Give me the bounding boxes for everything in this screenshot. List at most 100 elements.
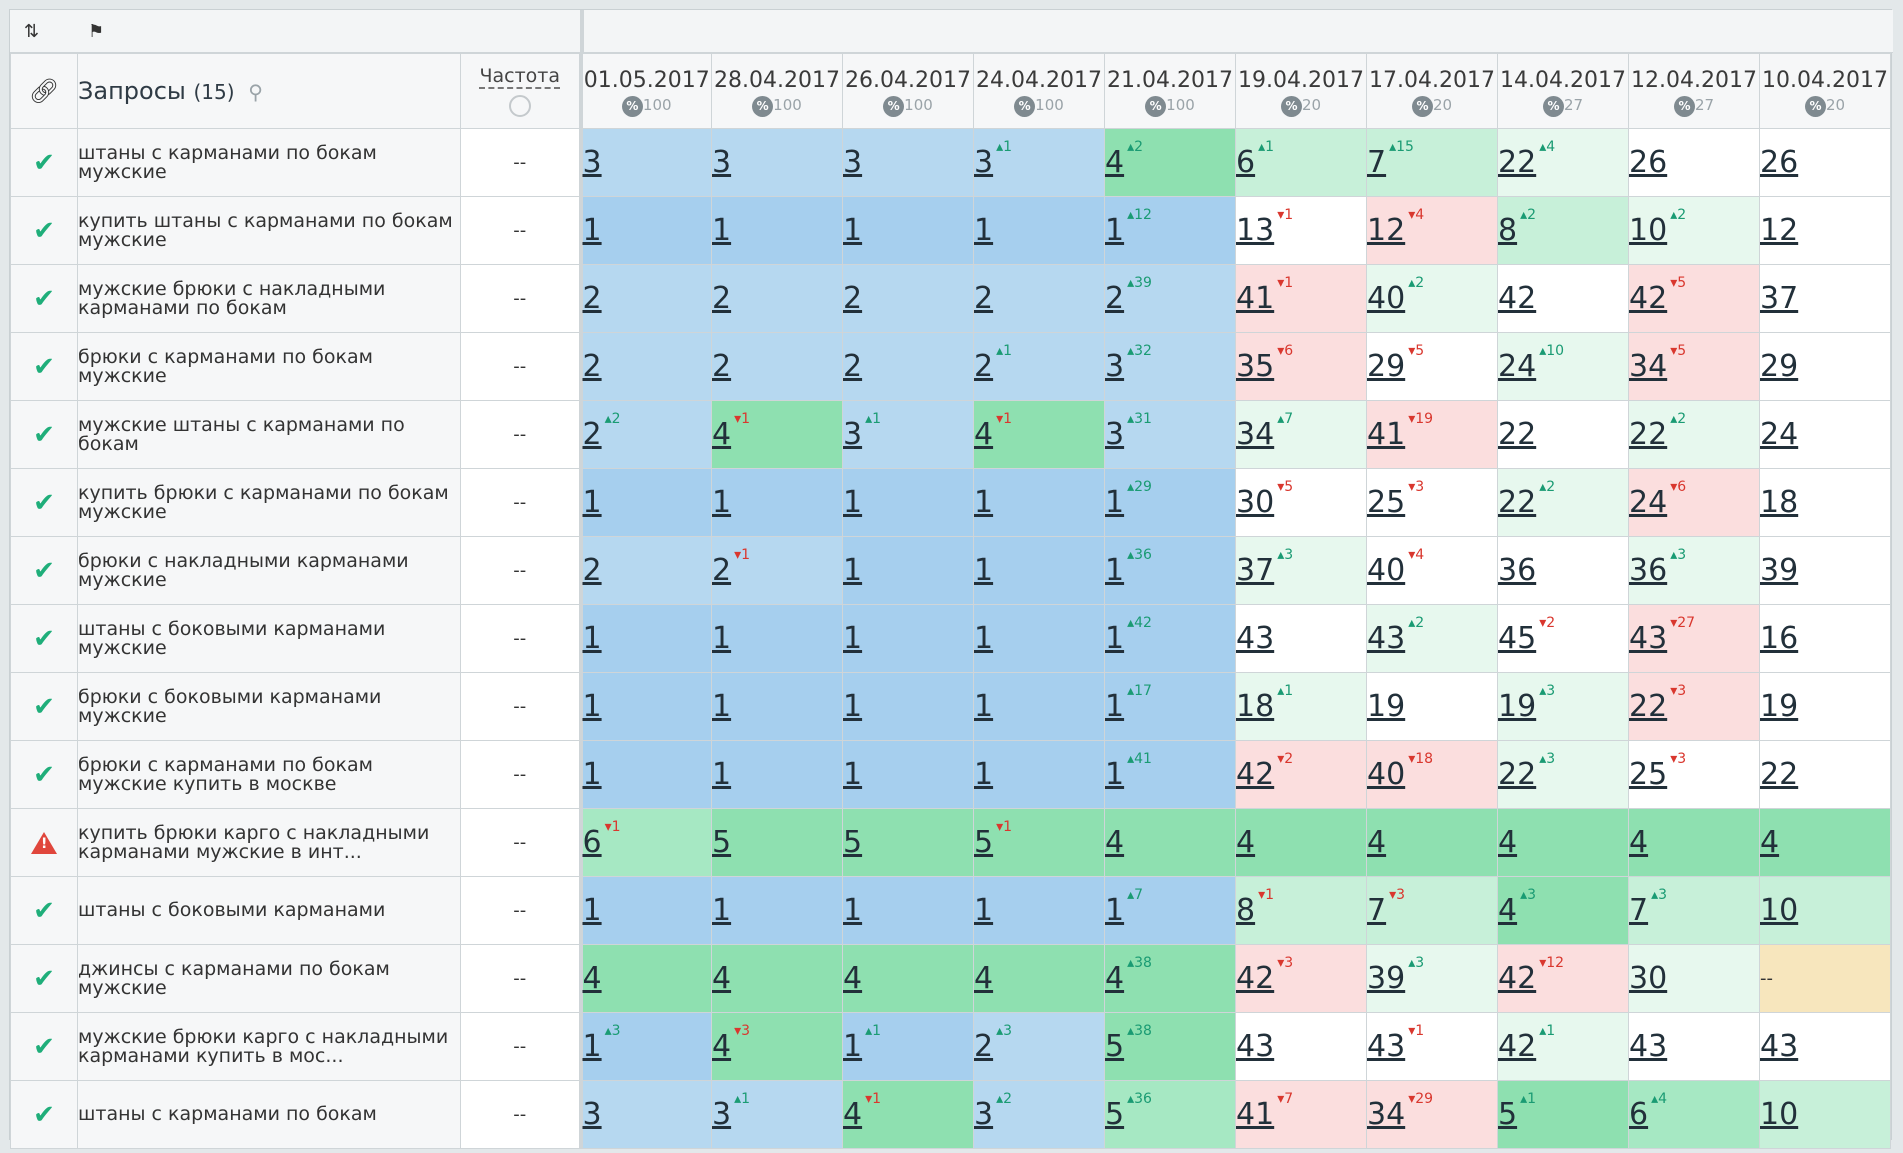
position-value[interactable]: 3	[712, 145, 732, 180]
position-value[interactable]: 10	[1629, 213, 1668, 248]
position-value[interactable]: 1	[712, 213, 732, 248]
position-value[interactable]: 1	[1105, 553, 1125, 588]
position-value[interactable]: 30	[1629, 961, 1668, 996]
position-value[interactable]: 4	[1760, 825, 1780, 860]
position-value[interactable]: 5	[712, 825, 732, 860]
position-value[interactable]: 1	[843, 689, 863, 724]
position-value[interactable]: 1	[843, 893, 863, 928]
position-value[interactable]: 18	[1760, 485, 1799, 520]
position-value[interactable]: 4	[843, 961, 863, 996]
position-value[interactable]: 4	[843, 1097, 863, 1132]
globe-icon[interactable]	[508, 95, 531, 117]
position-value[interactable]: 2	[582, 349, 602, 384]
position-value[interactable]: 4	[582, 961, 602, 996]
position-value[interactable]: 42	[1498, 961, 1537, 996]
date-column-header[interactable]: 24.04.2017% 100	[973, 53, 1105, 129]
date-column-header[interactable]: 19.04.2017% 20	[1235, 53, 1367, 129]
position-value[interactable]: 22	[1629, 417, 1668, 452]
position-value[interactable]: 2	[974, 1029, 994, 1064]
position-value[interactable]: 1	[582, 213, 602, 248]
position-value[interactable]: 22	[1498, 417, 1537, 452]
position-value[interactable]: 8	[1498, 213, 1518, 248]
position-value[interactable]: 24	[1760, 417, 1799, 452]
position-value[interactable]: 12	[1367, 213, 1406, 248]
position-value[interactable]: 10	[1760, 893, 1799, 928]
position-value[interactable]: 4	[712, 961, 732, 996]
position-value[interactable]: 2	[582, 417, 602, 452]
position-value[interactable]: 1	[1105, 893, 1125, 928]
search-icon[interactable]: ⚲	[248, 80, 263, 104]
position-value[interactable]: 5	[1105, 1029, 1125, 1064]
position-value[interactable]: 1	[582, 621, 602, 656]
date-column-header[interactable]: 17.04.2017% 20	[1366, 53, 1498, 129]
position-value[interactable]: 42	[1498, 1029, 1537, 1064]
position-value[interactable]: 2	[712, 553, 732, 588]
date-column-header[interactable]: 12.04.2017% 27	[1628, 53, 1760, 129]
queries-column-header[interactable]: Запросы (15) ⚲	[77, 53, 461, 129]
position-value[interactable]: 4	[1498, 893, 1518, 928]
position-value[interactable]: 1	[974, 553, 994, 588]
position-value[interactable]: 2	[712, 281, 732, 316]
position-value[interactable]: 2	[582, 553, 602, 588]
position-value[interactable]: 24	[1498, 349, 1537, 384]
frequency-label[interactable]: Частота	[479, 65, 561, 89]
position-value[interactable]: 1	[843, 1029, 863, 1064]
date-column-header[interactable]: 26.04.2017% 100	[842, 53, 974, 129]
position-value[interactable]: 41	[1236, 1097, 1275, 1132]
position-value[interactable]: 4	[1236, 825, 1256, 860]
position-value[interactable]: 1	[974, 893, 994, 928]
position-value[interactable]: 42	[1236, 961, 1275, 996]
position-value[interactable]: 1	[974, 621, 994, 656]
position-value[interactable]: 4	[1629, 825, 1649, 860]
date-column-header[interactable]: 01.05.2017% 100	[578, 53, 712, 129]
position-value[interactable]: 45	[1498, 621, 1537, 656]
position-value[interactable]: 4	[1105, 961, 1125, 996]
position-value[interactable]: 3	[582, 1097, 602, 1132]
position-value[interactable]: 19	[1760, 689, 1799, 724]
position-value[interactable]: 35	[1236, 349, 1275, 384]
position-value[interactable]: 5	[843, 825, 863, 860]
position-value[interactable]: 3	[974, 145, 994, 180]
position-value[interactable]: 41	[1236, 281, 1275, 316]
position-value[interactable]: 22	[1760, 757, 1799, 792]
position-value[interactable]: 1	[712, 893, 732, 928]
position-value[interactable]: 34	[1367, 1097, 1406, 1132]
position-value[interactable]: 4	[712, 1029, 732, 1064]
position-value[interactable]: 7	[1629, 893, 1649, 928]
position-value[interactable]: 2	[843, 281, 863, 316]
position-value[interactable]: 5	[1105, 1097, 1125, 1132]
position-value[interactable]: 36	[1629, 553, 1668, 588]
position-value[interactable]: 4	[1498, 825, 1518, 860]
position-value[interactable]: 2	[712, 349, 732, 384]
position-value[interactable]: 42	[1236, 757, 1275, 792]
position-value[interactable]: 1	[843, 757, 863, 792]
position-value[interactable]: 10	[1760, 1097, 1799, 1132]
position-value[interactable]: 43	[1367, 1029, 1406, 1064]
position-value[interactable]: 1	[582, 757, 602, 792]
position-value[interactable]: 3	[843, 417, 863, 452]
position-value[interactable]: 1	[974, 213, 994, 248]
position-value[interactable]: 1	[712, 621, 732, 656]
position-value[interactable]: 30	[1236, 485, 1275, 520]
position-value[interactable]: 2	[974, 349, 994, 384]
date-column-header[interactable]: 14.04.2017% 27	[1497, 53, 1629, 129]
position-value[interactable]: 40	[1367, 281, 1406, 316]
position-value[interactable]: 22	[1498, 757, 1537, 792]
position-value[interactable]: 22	[1629, 689, 1668, 724]
position-value[interactable]: 3	[1105, 417, 1125, 452]
position-value[interactable]: 4	[1105, 145, 1125, 180]
position-value[interactable]: 1	[582, 485, 602, 520]
position-value[interactable]: 43	[1236, 1029, 1275, 1064]
position-value[interactable]: 26	[1629, 145, 1668, 180]
position-value[interactable]: 6	[1629, 1097, 1649, 1132]
position-value[interactable]: 43	[1367, 621, 1406, 656]
position-value[interactable]: 25	[1629, 757, 1668, 792]
position-value[interactable]: 39	[1367, 961, 1406, 996]
position-value[interactable]: 26	[1760, 145, 1799, 180]
position-value[interactable]: 29	[1367, 349, 1406, 384]
position-value[interactable]: 1	[712, 689, 732, 724]
position-value[interactable]: 4	[974, 961, 994, 996]
position-value[interactable]: 1	[843, 485, 863, 520]
position-value[interactable]: 3	[843, 145, 863, 180]
position-value[interactable]: 6	[582, 825, 602, 860]
